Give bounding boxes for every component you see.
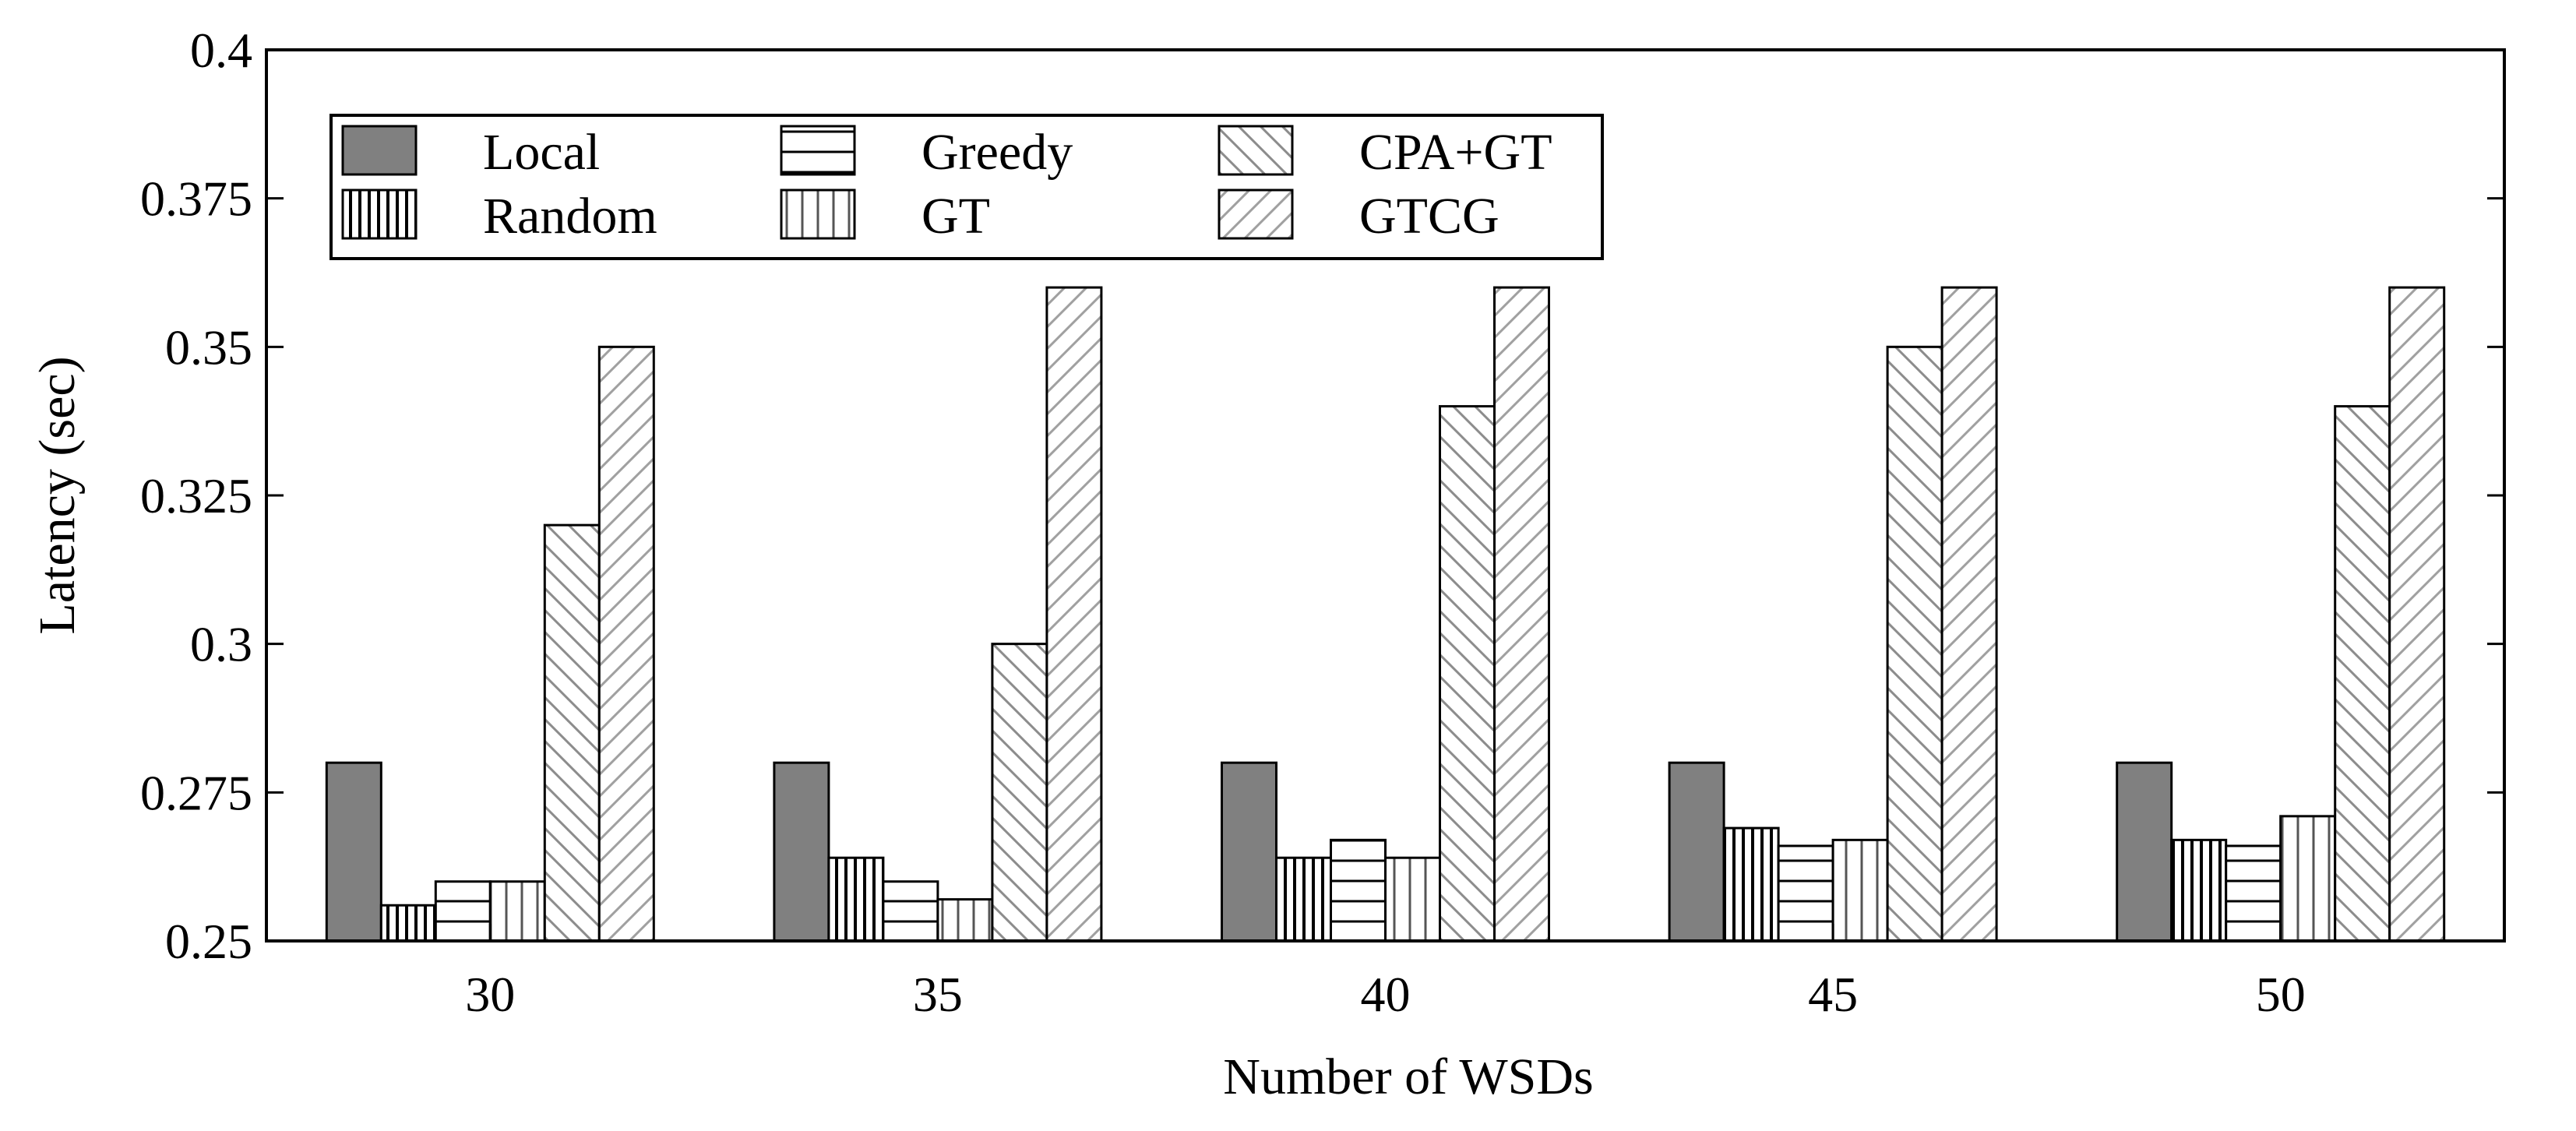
legend-label-greedy: Greedy [922,124,1073,181]
y-axis: 0.25 0.275 0.3 0.325 0.35 0.375 0.4 [140,23,2504,969]
bar-cpa-gt-30 [543,523,601,942]
bar-gt-40 [1384,856,1441,942]
legend-label-random: Random [483,188,657,245]
legend: Local Random Greedy GT CPA+GT GTCG [329,114,1604,260]
legend-swatch-random [341,188,418,240]
x-axis-title: Number of WSDs [1223,1048,1593,1105]
bar-local-35 [773,761,830,942]
legend-swatch-gtcg [1218,188,1294,240]
bar-local-50 [2116,761,2173,942]
x-tick-label: 40 [1361,967,1411,1022]
legend-label-local: Local [483,124,600,181]
bar-greedy-35 [882,880,939,942]
bar-gt-50 [2279,815,2337,942]
bar-gt-30 [488,880,546,942]
y-tick-label: 0.35 [165,319,252,375]
bar-gtcg-30 [597,345,655,942]
legend-items: Local Random Greedy GT CPA+GT GTCG [341,124,1552,245]
bar-gtcg-35 [1045,286,1103,942]
bar-cpa-gt-40 [1439,405,1496,942]
bar-greedy-30 [434,880,492,942]
y-tick-label: 0.275 [140,765,252,820]
bar-cpa-gt-50 [2334,405,2391,942]
y-tick-label: 0.375 [140,171,252,227]
legend-label-gtcg: GTCG [1359,188,1499,245]
x-tick-label: 45 [1808,967,1858,1022]
bar-cpa-gt-35 [991,643,1048,942]
bar-greedy-50 [2225,844,2282,942]
legend-label-cpa-gt: CPA+GT [1359,124,1552,181]
bars-layer [325,286,2446,942]
legend-swatch-local [341,125,418,176]
x-axis: 30 35 40 45 50 [465,924,2306,1022]
bar-gt-45 [1831,838,1889,942]
bar-gtcg-45 [1940,286,1998,942]
bar-random-35 [827,856,885,942]
bar-cpa-gt-45 [1886,345,1943,942]
bar-random-30 [379,904,437,942]
y-tick-label: 0.4 [190,23,252,78]
x-tick-label: 35 [913,967,963,1022]
legend-box [329,114,1604,260]
bar-random-50 [2170,838,2228,942]
legend-swatch-cpa-gt [1218,125,1294,176]
bar-random-40 [1275,856,1332,942]
bar-greedy-40 [1330,838,1387,942]
bar-gt-35 [936,898,994,942]
x-tick-label: 30 [465,967,515,1022]
y-tick-label: 0.3 [190,617,252,672]
y-tick-label: 0.25 [165,914,252,969]
legend-swatch-gt [780,188,856,240]
bar-gtcg-50 [2388,286,2446,942]
y-tick-label: 0.325 [140,468,252,523]
bar-local-45 [1668,761,1725,942]
legend-label-gt: GT [922,188,990,245]
x-tick-label: 50 [2256,967,2306,1022]
bar-local-30 [325,761,382,942]
bar-greedy-45 [1777,844,1834,942]
bar-random-45 [1722,826,1780,942]
legend-swatch-greedy [780,125,856,176]
bar-gtcg-40 [1493,286,1550,942]
bar-local-40 [1221,761,1277,942]
y-axis-title: Latency (sec) [29,356,86,634]
